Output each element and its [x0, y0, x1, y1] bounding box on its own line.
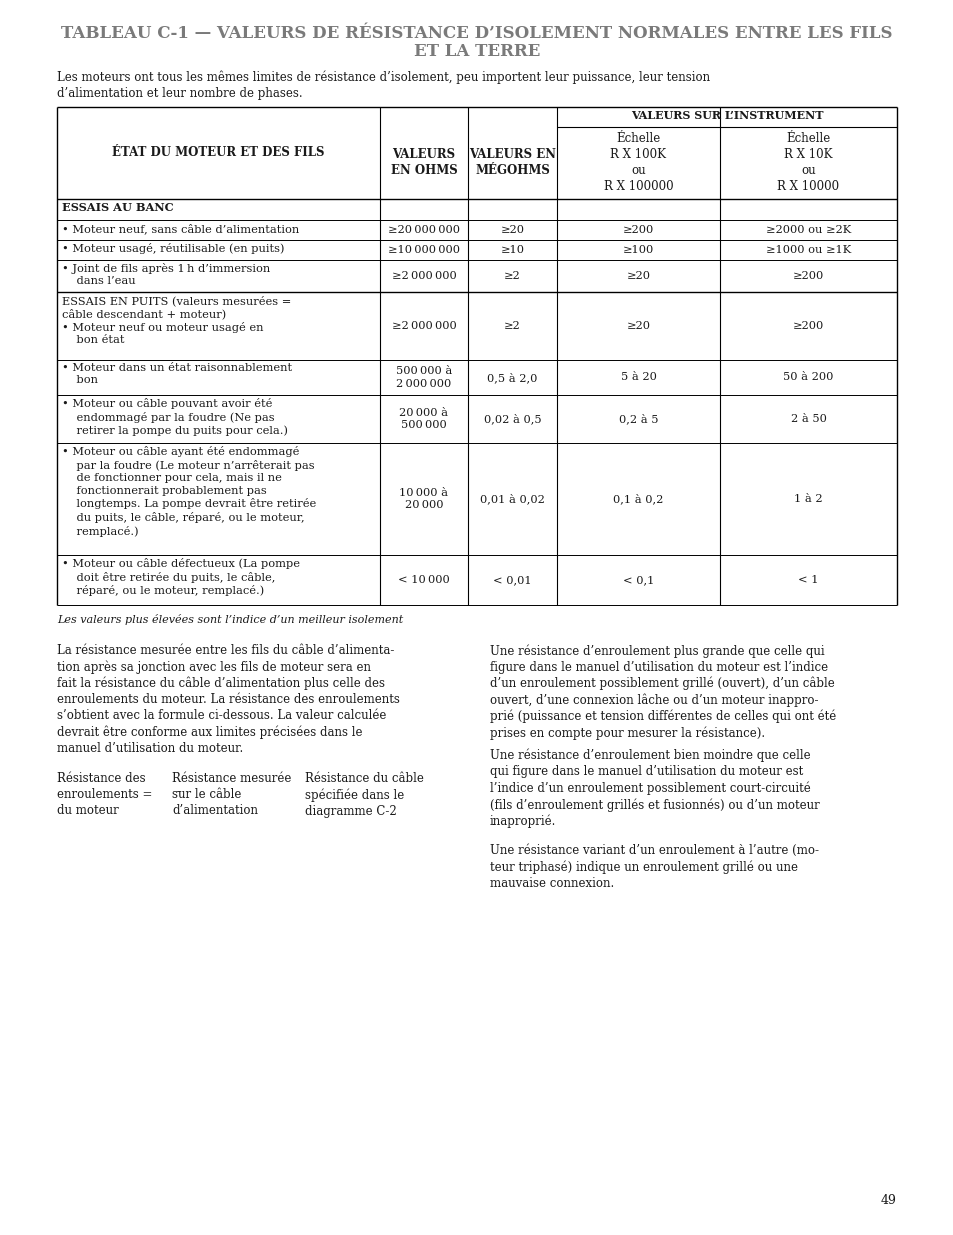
Text: ≥200: ≥200	[792, 270, 823, 282]
Text: < 0,01: < 0,01	[493, 576, 531, 585]
Text: 20 000 à
500 000: 20 000 à 500 000	[399, 408, 448, 430]
Text: ≥10: ≥10	[500, 245, 524, 254]
Text: VALEURS SUR L’INSTRUMENT: VALEURS SUR L’INSTRUMENT	[630, 110, 822, 121]
Text: ≥2 000 000: ≥2 000 000	[392, 321, 456, 331]
Text: Échelle
R X 10K
ou
R X 10000: Échelle R X 10K ou R X 10000	[777, 132, 839, 194]
Text: • Moteur neuf, sans câble d’alimentation: • Moteur neuf, sans câble d’alimentation	[62, 224, 299, 233]
Text: TABLEAU C-1 — VALEURS DE RÉSISTANCE D’ISOLEMENT NORMALES ENTRE LES FILS: TABLEAU C-1 — VALEURS DE RÉSISTANCE D’IS…	[61, 25, 892, 42]
Text: < 0,1: < 0,1	[622, 576, 654, 585]
Text: ≥2: ≥2	[503, 321, 520, 331]
Text: Une résistance d’enroulement plus grande que celle qui
figure dans le manuel d’u: Une résistance d’enroulement plus grande…	[490, 643, 836, 740]
Text: Les valeurs plus élevées sont l’indice d’un meilleur isolement: Les valeurs plus élevées sont l’indice d…	[57, 614, 403, 625]
Text: ≥2: ≥2	[503, 270, 520, 282]
Text: 2 à 50: 2 à 50	[790, 414, 825, 424]
Text: 5 à 20: 5 à 20	[619, 373, 656, 383]
Text: Résistance des
enroulements =
du moteur: Résistance des enroulements = du moteur	[57, 772, 152, 818]
Text: Échelle
R X 100K
ou
R X 100000: Échelle R X 100K ou R X 100000	[603, 132, 673, 194]
Text: 50 à 200: 50 à 200	[782, 373, 833, 383]
Text: 1 à 2: 1 à 2	[793, 494, 821, 504]
Text: 0,1 à 0,2: 0,1 à 0,2	[613, 494, 663, 504]
Text: ÉTAT DU MOTEUR ET DES FILS: ÉTAT DU MOTEUR ET DES FILS	[112, 147, 324, 159]
Text: ≥20: ≥20	[500, 225, 524, 235]
Text: VALEURS EN
MÉGOHMS: VALEURS EN MÉGOHMS	[469, 148, 556, 178]
Text: ≥10 000 000: ≥10 000 000	[388, 245, 459, 254]
Text: VALEURS
EN OHMS: VALEURS EN OHMS	[390, 148, 456, 178]
Text: 0,2 à 5: 0,2 à 5	[618, 414, 658, 425]
Text: La résistance mesurée entre les fils du câble d’alimenta-
tion après sa jonction: La résistance mesurée entre les fils du …	[57, 643, 399, 755]
Text: • Moteur ou câble défectueux (La pompe
    doit être retirée du puits, le câble,: • Moteur ou câble défectueux (La pompe d…	[62, 558, 299, 597]
Text: –: –	[174, 785, 181, 798]
Text: ESSAIS AU BANC: ESSAIS AU BANC	[62, 203, 173, 212]
Text: ≥200: ≥200	[792, 321, 823, 331]
Text: ≥20: ≥20	[626, 321, 650, 331]
Text: < 1: < 1	[798, 576, 818, 585]
Text: 0,5 à 2,0: 0,5 à 2,0	[487, 372, 537, 383]
Text: ET LA TERRE: ET LA TERRE	[414, 43, 539, 61]
Text: • Moteur dans un état raisonnablement
    bon: • Moteur dans un état raisonnablement bo…	[62, 363, 292, 385]
Text: 0,02 à 0,5: 0,02 à 0,5	[483, 414, 540, 425]
Text: Une résistance variant d’un enroulement à l’autre (mo-
teur triphasé) indique un: Une résistance variant d’un enroulement …	[490, 844, 818, 889]
Text: ≥200: ≥200	[622, 225, 654, 235]
Text: Résistance du câble
spécifiée dans le
diagramme C-2: Résistance du câble spécifiée dans le di…	[305, 772, 423, 818]
Text: • Joint de fils après 1 h d’immersion
    dans l’eau: • Joint de fils après 1 h d’immersion da…	[62, 263, 270, 287]
Text: • Moteur ou câble ayant été endommagé
    par la foudre (Le moteur n’arrêterait : • Moteur ou câble ayant été endommagé pa…	[62, 446, 315, 536]
Text: ≥20 000 000: ≥20 000 000	[388, 225, 459, 235]
Text: ≥1000 ou ≥1K: ≥1000 ou ≥1K	[765, 245, 850, 254]
Text: 500 000 à
2 000 000: 500 000 à 2 000 000	[395, 367, 452, 389]
Text: < 10 000: < 10 000	[397, 576, 450, 585]
Text: ≥100: ≥100	[622, 245, 654, 254]
Text: ≥2000 ou ≥2K: ≥2000 ou ≥2K	[765, 225, 850, 235]
Text: ESSAIS EN PUITS (valeurs mesurées =
câble descendant + moteur)
• Moteur neuf ou : ESSAIS EN PUITS (valeurs mesurées = câbl…	[62, 295, 291, 346]
Text: Résistance mesurée
sur le câble
d’alimentation: Résistance mesurée sur le câble d’alimen…	[172, 772, 291, 818]
Text: ≥2 000 000: ≥2 000 000	[392, 270, 456, 282]
Text: ≥20: ≥20	[626, 270, 650, 282]
Text: Les moteurs ont tous les mêmes limites de résistance d’isolement, peu importent : Les moteurs ont tous les mêmes limites d…	[57, 70, 709, 100]
Text: • Moteur ou câble pouvant avoir été
    endommagé par la foudre (Ne pas
    reti: • Moteur ou câble pouvant avoir été endo…	[62, 398, 288, 436]
Text: 0,01 à 0,02: 0,01 à 0,02	[479, 494, 544, 504]
Text: 10 000 à
20 000: 10 000 à 20 000	[399, 488, 448, 510]
Text: Une résistance d’enroulement bien moindre que celle
qui figure dans le manuel d’: Une résistance d’enroulement bien moindr…	[490, 748, 819, 829]
Text: 49: 49	[881, 1194, 896, 1207]
Text: • Moteur usagé, réutilisable (en puits): • Moteur usagé, réutilisable (en puits)	[62, 243, 284, 254]
